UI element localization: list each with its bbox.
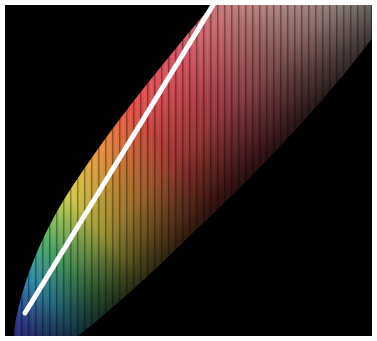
fit-line: [22, 2, 216, 316]
surface-shadow: [14, 5, 372, 336]
